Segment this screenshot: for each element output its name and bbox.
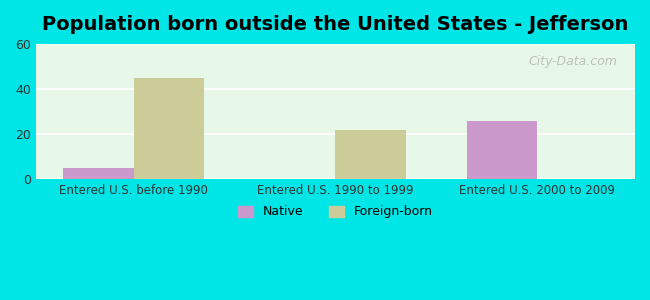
Bar bbox=[134, 78, 204, 179]
Legend: Native, Foreign-born: Native, Foreign-born bbox=[232, 199, 439, 225]
Bar bbox=[467, 121, 537, 179]
Text: City-Data.com: City-Data.com bbox=[528, 55, 617, 68]
Title: Population born outside the United States - Jefferson: Population born outside the United State… bbox=[42, 15, 629, 34]
Bar bbox=[63, 168, 134, 179]
Bar bbox=[335, 130, 406, 179]
